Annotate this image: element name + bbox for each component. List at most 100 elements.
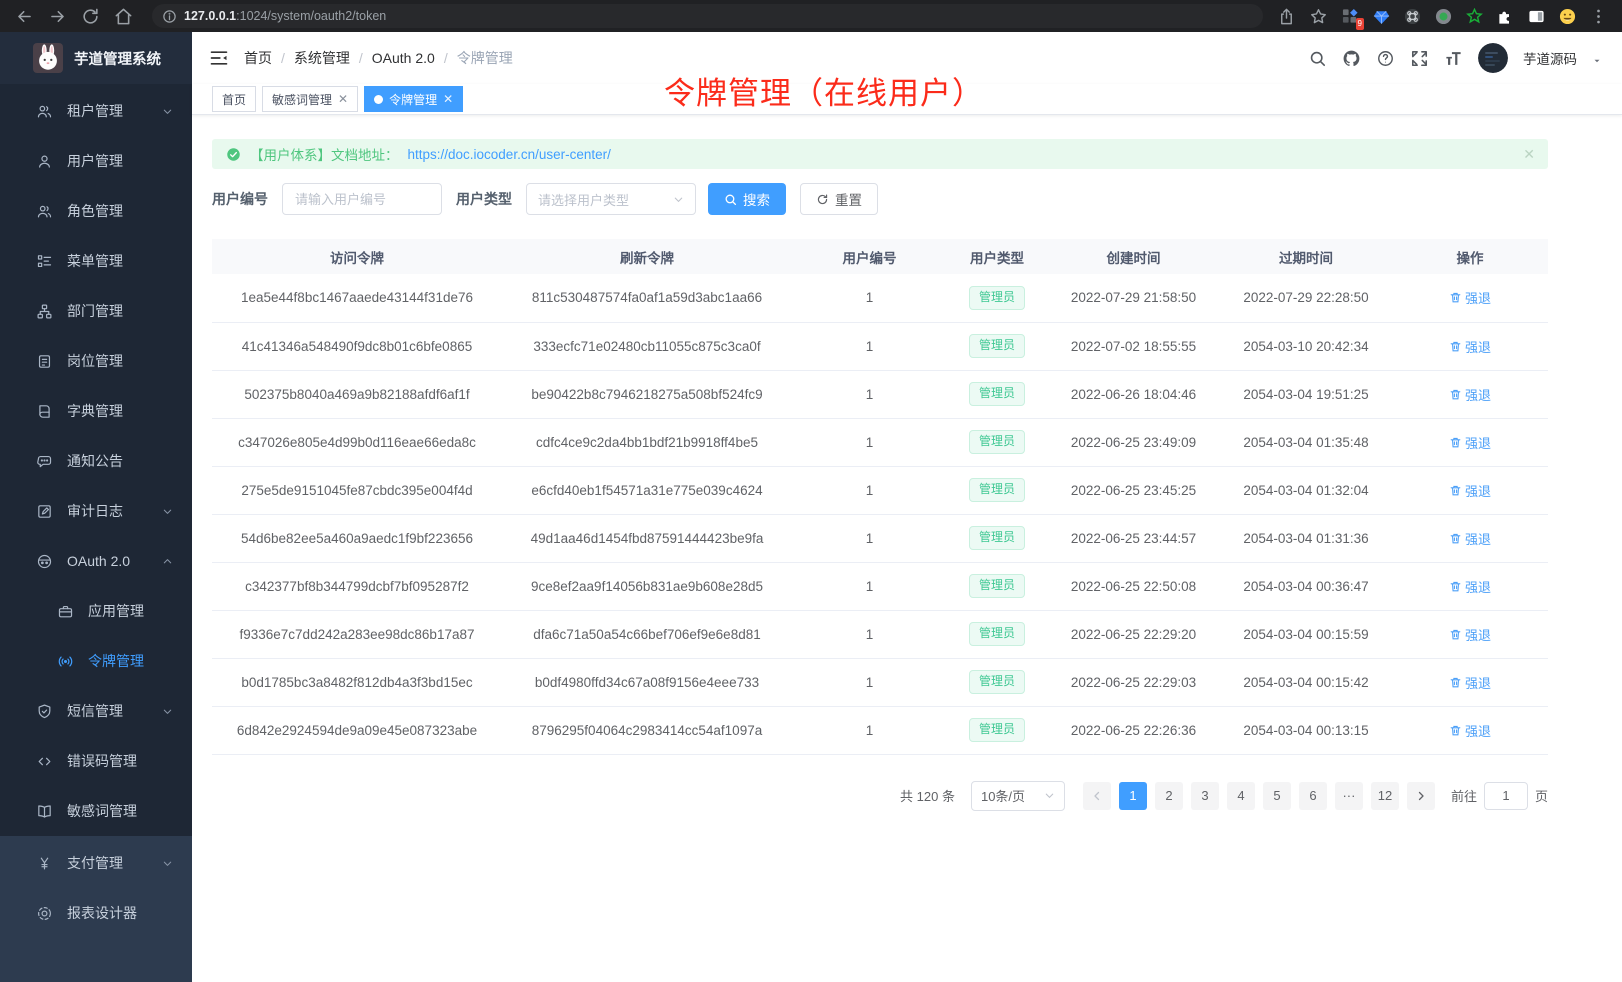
font-size-icon[interactable] [1444, 49, 1463, 68]
force-logout-button[interactable]: 强退 [1449, 625, 1491, 644]
app-logo[interactable]: 芋道管理系统 [0, 32, 192, 84]
column-header: 访问令牌 [212, 239, 502, 274]
page-button-3[interactable]: 3 [1190, 781, 1219, 810]
search-icon[interactable] [1308, 49, 1327, 68]
search-button[interactable]: 搜索 [708, 183, 786, 215]
sidebar-item-sensitive[interactable]: 敏感词管理 [0, 786, 192, 836]
force-logout-button[interactable]: 强退 [1449, 385, 1491, 404]
force-logout-button[interactable]: 强退 [1449, 673, 1491, 692]
sidebar-item-label: 支付管理 [67, 855, 123, 871]
force-logout-label: 强退 [1464, 723, 1491, 739]
refresh-token-cell: 9ce8ef2aa9f14056b831ae9b608e28d5 [502, 562, 792, 611]
forward-icon[interactable] [48, 7, 67, 26]
puzzle-icon[interactable] [1496, 7, 1514, 25]
goto-page-input[interactable] [1483, 781, 1528, 810]
bookmark-star-icon[interactable] [1309, 7, 1328, 26]
sidebar-item-dict[interactable]: 字典管理 [0, 386, 192, 436]
refresh-token-cell: 8796295f04064c2983414cc54af1097a [502, 706, 792, 755]
help-icon[interactable] [1376, 49, 1395, 68]
user-id-input[interactable] [282, 183, 442, 215]
page-button-1[interactable]: 1 [1118, 781, 1147, 810]
github-icon[interactable] [1342, 49, 1361, 68]
star-green-icon[interactable] [1465, 7, 1483, 25]
side-panel-icon[interactable] [1527, 7, 1545, 25]
fullscreen-icon[interactable] [1410, 49, 1429, 68]
browser-menu-icon[interactable] [1589, 7, 1608, 26]
sidebar-item-oauth[interactable]: OAuth 2.0 [0, 536, 192, 586]
tab-active[interactable]: 令牌管理 ✕ [364, 86, 464, 112]
tab-item[interactable]: 首页 [212, 86, 257, 112]
reload-icon[interactable] [81, 7, 100, 26]
apps-icon[interactable]: 9 [1341, 7, 1364, 30]
table-row: 502375b8040a469a9b82188afdf6af1f be90422b… [212, 370, 1548, 419]
sidebar-item-errcode[interactable]: 错误码管理 [0, 736, 192, 786]
page-button-5[interactable]: 5 [1262, 781, 1291, 810]
username[interactable]: 芋道源码 [1523, 52, 1577, 67]
sidebar-item-role[interactable]: 角色管理 [0, 186, 192, 236]
force-logout-button[interactable]: 强退 [1449, 721, 1491, 740]
page-button-2[interactable]: 2 [1154, 781, 1183, 810]
avatar[interactable] [1478, 43, 1508, 73]
breadcrumb-item[interactable]: 系统管理 [293, 50, 350, 66]
page-button-12[interactable]: 12 [1370, 781, 1399, 810]
sidebar-item-label: 租户管理 [67, 103, 123, 119]
page-button-4[interactable]: 4 [1226, 781, 1255, 810]
sidebar-item-tree[interactable]: 菜单管理 [0, 236, 192, 286]
info-icon[interactable] [162, 9, 177, 24]
url-text: 127.0.0.1:1024/system/oauth2/token [184, 9, 387, 23]
force-logout-button[interactable]: 强退 [1449, 481, 1491, 500]
emoji-icon[interactable] [1558, 7, 1576, 25]
force-logout-button[interactable]: 强退 [1449, 433, 1491, 452]
breadcrumb-item[interactable]: OAuth 2.0 [371, 50, 435, 66]
tab-close-icon[interactable]: ✕ [443, 92, 454, 106]
command-icon[interactable] [1403, 7, 1421, 25]
alert-close-icon[interactable]: ✕ [1523, 145, 1535, 162]
sidebar-item-notice[interactable]: 通知公告 [0, 436, 192, 486]
action-cell: 强退 [1392, 706, 1548, 755]
sidebar-item-post[interactable]: 岗位管理 [0, 336, 192, 386]
prev-page-button[interactable] [1082, 781, 1111, 810]
breadcrumb-item[interactable]: 首页 [244, 50, 272, 66]
back-icon[interactable] [15, 7, 34, 26]
sidebar-item-label: 岗位管理 [67, 353, 123, 369]
user-type-select[interactable]: 请选择用户类型 [526, 183, 696, 215]
reset-button[interactable]: 重置 [800, 183, 878, 215]
sidebar-item-report[interactable]: 报表设计器 [0, 888, 192, 938]
page-ellipsis-button[interactable]: ··· [1334, 781, 1363, 810]
refresh-token-cell: be90422b8c7946218275a508bf524fc9 [502, 370, 792, 419]
page-size-select[interactable]: 10条/页 [970, 780, 1065, 811]
access-token-cell: f9336e7c7dd242a283ee98dc86b17a87 [212, 610, 502, 659]
sidebar-item-sms[interactable]: 短信管理 [0, 686, 192, 736]
page-button-6[interactable]: 6 [1298, 781, 1327, 810]
doc-link[interactable]: https://doc.iocoder.cn/user-center/ [407, 146, 611, 162]
action-cell: 强退 [1392, 274, 1548, 323]
chevron-down-icon [162, 706, 173, 717]
sidebar-item-users[interactable]: 租户管理 [0, 86, 192, 136]
force-logout-button[interactable]: 强退 [1449, 529, 1491, 548]
tab-close-icon[interactable]: ✕ [338, 92, 349, 106]
force-logout-button[interactable]: 强退 [1449, 288, 1491, 307]
users-icon [36, 103, 53, 120]
record-icon[interactable] [1434, 7, 1452, 25]
column-header: 用户类型 [947, 239, 1047, 274]
home-icon[interactable] [114, 7, 133, 26]
sidebar-item-label: 审计日志 [67, 503, 123, 519]
share-icon[interactable] [1277, 7, 1296, 26]
user-type-badge: 管理员 [968, 622, 1025, 646]
sidebar-item-token[interactable]: 令牌管理 [0, 636, 192, 686]
sidebar-item-org[interactable]: 部门管理 [0, 286, 192, 336]
user-menu-caret-icon[interactable] [1592, 56, 1602, 66]
gem-icon[interactable] [1372, 7, 1390, 25]
force-logout-button[interactable]: 强退 [1449, 577, 1491, 596]
user-type-cell: 管理员 [947, 706, 1047, 755]
next-page-button[interactable] [1406, 781, 1435, 810]
sidebar-item-log[interactable]: 审计日志 [0, 486, 192, 536]
collapse-menu-icon[interactable] [209, 48, 229, 68]
sidebar-item-user[interactable]: 用户管理 [0, 136, 192, 186]
force-logout-button[interactable]: 强退 [1449, 337, 1491, 356]
sidebar-item-pay[interactable]: 支付管理 [0, 838, 192, 888]
sidebar-item-app[interactable]: 应用管理 [0, 586, 192, 636]
tab-item[interactable]: 敏感词管理 ✕ [262, 86, 359, 112]
url-bar[interactable]: 127.0.0.1:1024/system/oauth2/token [152, 4, 1263, 28]
goto-label: 前往 [1450, 789, 1477, 804]
